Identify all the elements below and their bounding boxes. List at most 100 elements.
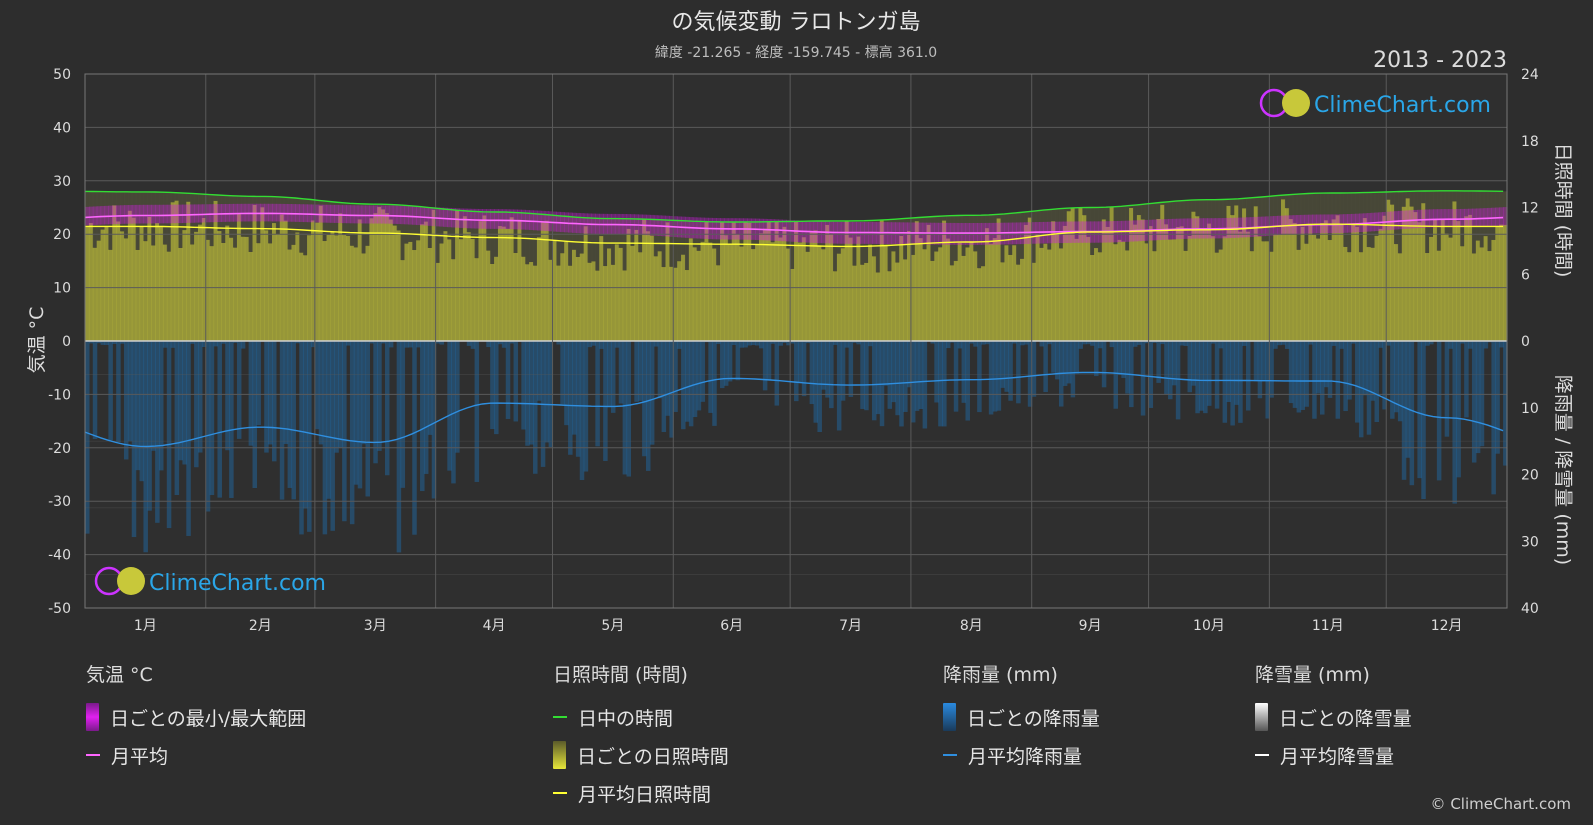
daylight-remainder-bar: [945, 215, 951, 239]
rain-bar: [1027, 341, 1033, 407]
rain-bar: [579, 341, 585, 481]
legend-rain: 降雨量 (mm) 日ごとの降雨量 月平均降雨量: [943, 660, 1100, 774]
rain-bar: [197, 341, 203, 453]
rain-bar: [758, 341, 764, 349]
right-bottom-tick-label: 10: [1521, 401, 1539, 417]
rain-bar: [1503, 341, 1508, 466]
daylight-remainder-bar: [1140, 204, 1146, 220]
daylight-remainder-bar: [1308, 193, 1313, 226]
daylight-remainder-bar: [155, 192, 160, 224]
daylight-remainder-bar: [151, 191, 156, 246]
sunshine-bar: [455, 210, 460, 341]
daylight-remainder-bar: [1429, 190, 1434, 237]
rain-bar: [314, 341, 320, 430]
rain-bar: [739, 341, 745, 348]
rain-bar: [1382, 341, 1387, 410]
rain-bar: [299, 341, 304, 535]
sunshine-bar: [766, 221, 772, 341]
temp-range-bar: [186, 204, 191, 223]
daylight-line: [84, 190, 1504, 223]
rain-bar: [1339, 341, 1344, 349]
sunshine-bar: [1097, 252, 1103, 341]
temp-range-bar: [240, 203, 246, 222]
rain-bar: [439, 341, 445, 345]
sunshine-bar: [1491, 239, 1496, 341]
daylight-remainder-bar: [1316, 193, 1321, 239]
daylight-remainder-bar: [1323, 193, 1329, 221]
legend-temp-header: 気温 °C: [86, 664, 153, 686]
legend-rain-avg: 月平均降雨量: [943, 736, 1100, 774]
rain-bar: [692, 341, 698, 418]
rain-bar: [1140, 341, 1146, 416]
rain-bar: [1468, 341, 1473, 349]
temp-range-bar: [1405, 210, 1411, 229]
temp-range-bar: [151, 204, 156, 224]
rain-bar: [673, 341, 678, 412]
daylight-remainder-bar: [365, 204, 370, 246]
temp-range-bar: [459, 208, 464, 228]
rain-bar: [973, 341, 978, 347]
daylight-remainder-bar: [190, 193, 195, 245]
daylight-remainder-bar: [349, 203, 355, 246]
temp-range-bar: [88, 206, 94, 226]
sunshine-bar: [120, 231, 125, 341]
temp-range-bar: [1495, 207, 1500, 226]
sunshine-bar: [307, 235, 312, 341]
daylight-remainder-bar: [860, 220, 865, 265]
sunshine-bar: [1125, 250, 1130, 341]
sunshine-bar: [875, 272, 881, 341]
sunshine-bar: [618, 247, 624, 341]
sunshine-bar: [1448, 237, 1454, 341]
rain-bar: [170, 341, 176, 348]
rain-bar: [1491, 341, 1496, 495]
daylight-remainder-bar: [404, 205, 409, 244]
sunshine-bar: [1066, 211, 1072, 341]
rain-bar: [801, 341, 807, 397]
daylight-remainder-bar: [233, 195, 238, 248]
temp-range-bar: [131, 204, 137, 224]
sunshine-bar: [478, 221, 483, 341]
sunshine-bar: [1390, 204, 1395, 341]
temp-range-bar: [1448, 209, 1454, 228]
rain-bar: [716, 341, 721, 345]
sunshine-bar: [404, 243, 409, 341]
temp-range-bar: [330, 204, 335, 223]
rain-bar: [451, 341, 456, 484]
temp-range-bar: [283, 203, 289, 222]
rain-bar: [1253, 341, 1259, 382]
sunshine-bar: [1257, 236, 1263, 341]
daylight-remainder-bar: [961, 215, 967, 256]
daylight-remainder-bar: [1304, 193, 1309, 244]
sunshine-bar: [1016, 264, 1021, 341]
sunshine-bar: [501, 226, 507, 341]
rain-bar: [708, 341, 713, 413]
sunshine-bar: [1409, 206, 1415, 341]
rain-bar: [1136, 341, 1142, 345]
sunshine-bar: [1199, 228, 1204, 341]
sunshine-bar: [860, 264, 865, 341]
daylight-remainder-bar: [221, 195, 226, 243]
sunshine-bar: [1031, 262, 1037, 341]
sunshine-bar: [1335, 215, 1341, 341]
daylight-remainder-bar: [1386, 191, 1391, 200]
sunshine-bar: [708, 242, 713, 341]
sunshine-bar: [692, 247, 698, 341]
sunshine-bar: [891, 251, 896, 341]
temp-range-bar: [369, 205, 374, 224]
daylight-remainder-bar: [1168, 201, 1173, 240]
sunshine-bar: [1171, 239, 1177, 341]
temp-range-bar: [1436, 209, 1442, 228]
temp-range-bar: [470, 208, 476, 229]
temp-range-bar: [229, 203, 234, 222]
daylight-remainder-bar: [836, 220, 842, 254]
rain-bar: [1195, 341, 1200, 414]
sunshine-bar: [677, 261, 682, 341]
sunshine-bar: [310, 220, 316, 341]
daylight-remainder-bar: [1191, 200, 1196, 212]
sunshine-bar: [1362, 218, 1368, 341]
sunshine-bar: [174, 200, 180, 341]
rain-bar: [638, 341, 643, 401]
sunshine-bar: [217, 231, 222, 341]
sunshine-bar: [268, 243, 273, 341]
temp-range-bar: [1499, 207, 1504, 226]
